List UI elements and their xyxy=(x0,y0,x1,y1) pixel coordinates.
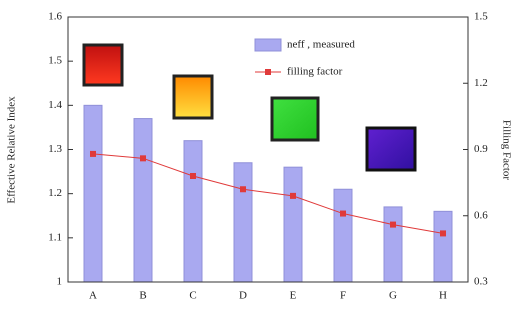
x-tick-label: G xyxy=(389,290,397,302)
y-tick-label: 1.3 xyxy=(48,143,62,155)
x-tick-label: D xyxy=(239,290,247,302)
x-tick-label: A xyxy=(89,290,97,302)
line-marker xyxy=(90,151,96,157)
legend-swatch xyxy=(265,69,271,75)
y-tick-label: 1.1 xyxy=(48,231,62,243)
x-tick-label: H xyxy=(439,290,447,302)
line-marker xyxy=(140,155,146,161)
y-tick-label: 1.2 xyxy=(48,187,62,199)
bar xyxy=(84,105,102,282)
y-tick-label: 1.6 xyxy=(48,11,62,23)
line-marker xyxy=(390,222,396,228)
y2-tick-label: 1.5 xyxy=(474,11,488,23)
legend-swatch xyxy=(255,39,281,51)
x-tick-label: F xyxy=(340,290,346,302)
chart: Effective Relative Index Filling Factor … xyxy=(0,0,518,318)
bar xyxy=(334,189,352,282)
x-tick-label: E xyxy=(290,290,297,302)
y2-tick-label: 1.2 xyxy=(474,77,488,89)
y2-axis-label: Filling Factor xyxy=(500,120,512,181)
line-marker xyxy=(340,211,346,217)
line-marker xyxy=(440,230,446,236)
bar xyxy=(134,119,152,282)
sample-image xyxy=(367,128,415,170)
y2-tick-label: 0.6 xyxy=(474,209,488,221)
legend-label: neff , measured xyxy=(287,39,355,51)
line-marker xyxy=(290,193,296,199)
y-axis-label: Effective Relative Index xyxy=(6,96,18,204)
bar xyxy=(434,211,452,282)
x-tick-label: C xyxy=(189,290,196,302)
bar xyxy=(284,167,302,282)
legend-label: filling factor xyxy=(287,66,343,78)
bar xyxy=(234,163,252,282)
y-tick-label: 1.4 xyxy=(48,99,62,111)
sample-image xyxy=(84,45,122,85)
sample-image xyxy=(174,76,212,118)
sample-image xyxy=(272,98,318,140)
x-tick-label: B xyxy=(139,290,146,302)
y-tick-label: 1.5 xyxy=(48,55,62,67)
y2-tick-label: 0.9 xyxy=(474,143,488,155)
bar xyxy=(184,141,202,282)
bar xyxy=(384,207,402,282)
y2-tick-label: 0.3 xyxy=(474,276,488,288)
y-tick-label: 1 xyxy=(57,276,63,288)
line-marker xyxy=(190,173,196,179)
line-marker xyxy=(240,186,246,192)
